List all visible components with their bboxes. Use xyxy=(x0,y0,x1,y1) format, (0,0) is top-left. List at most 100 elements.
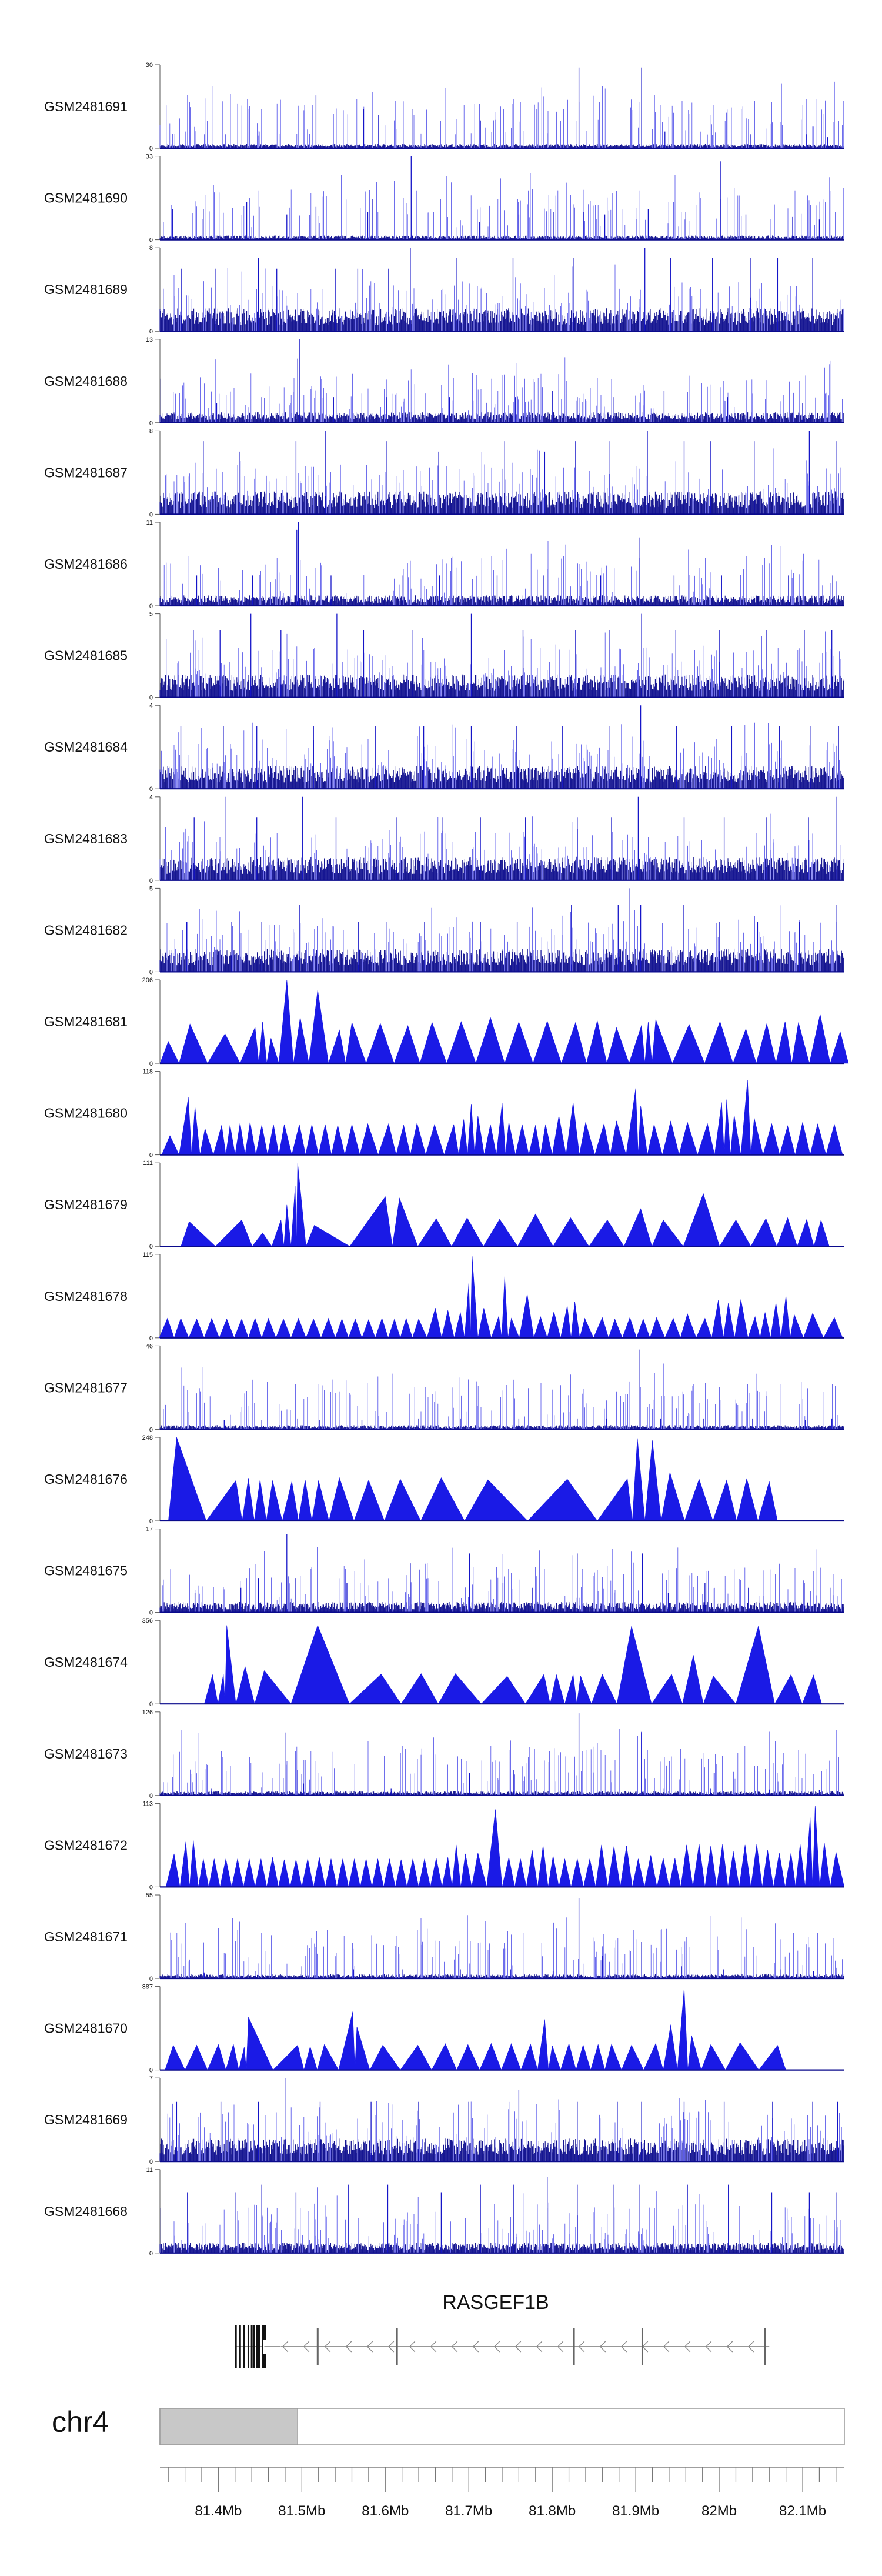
track: GSM2481675 17 0 xyxy=(44,1526,844,1617)
signal-peaks xyxy=(193,613,833,698)
track-label: GSM2481671 xyxy=(44,1929,128,1944)
signal-noise-dense xyxy=(159,949,844,972)
signal-peaks xyxy=(172,156,820,240)
y-min-label: 0 xyxy=(149,1518,153,1525)
y-max-label: 248 xyxy=(142,1434,153,1442)
track: GSM2481673 126 0 xyxy=(44,1709,844,1800)
track: GSM2481689 8 0 xyxy=(44,245,844,335)
track: GSM2481691 30 0 xyxy=(44,62,844,152)
exon xyxy=(250,2325,253,2368)
track-label: GSM2481674 xyxy=(44,1654,128,1670)
strand-arrow xyxy=(409,2341,416,2353)
y-min-label: 0 xyxy=(149,1976,153,1983)
strand-arrow xyxy=(663,2341,670,2353)
exon xyxy=(243,2325,245,2368)
chromosome-ideogram: chr4 xyxy=(52,2405,845,2445)
track-label: GSM2481670 xyxy=(44,2021,128,2036)
signal-tracks: GSM2481691300GSM2481690330GSM248168980GS… xyxy=(44,62,849,2257)
strand-arrow xyxy=(493,2341,500,2353)
strand-arrow xyxy=(430,2341,437,2353)
y-max-label: 17 xyxy=(146,1526,153,1533)
track: GSM2481672 113 0 xyxy=(44,1800,845,1891)
signal-peaks xyxy=(203,431,837,515)
track-label: GSM2481677 xyxy=(44,1380,128,1395)
strand-arrow xyxy=(366,2341,373,2353)
track-label: GSM2481672 xyxy=(44,1837,128,1853)
axis-tick-label: 81.6Mb xyxy=(362,2503,409,2519)
track: GSM2481669 7 0 xyxy=(44,2075,844,2165)
track: GSM2481685 5 0 xyxy=(44,611,844,702)
axis-tick-label: 81.9Mb xyxy=(612,2503,659,2519)
signal-peaks xyxy=(161,1079,843,1155)
y-min-label: 0 xyxy=(149,1701,153,1708)
y-max-label: 30 xyxy=(146,62,153,69)
y-max-label: 387 xyxy=(142,1984,153,1991)
y-max-label: 55 xyxy=(146,1892,153,1899)
signal-noise-light xyxy=(162,1547,842,1613)
signal-noise-light xyxy=(163,264,844,332)
y-min-label: 0 xyxy=(149,237,153,244)
signal-peaks xyxy=(168,1437,778,1521)
track-label: GSM2481669 xyxy=(44,2112,128,2127)
signal-peaks xyxy=(165,1988,786,2070)
signal-peaks xyxy=(259,67,828,148)
signal-peaks xyxy=(196,522,833,606)
track: GSM2481683 4 0 xyxy=(44,794,844,885)
track: GSM2481679 111 0 xyxy=(44,1160,844,1250)
signal-noise-dense xyxy=(159,2138,844,2162)
y-max-label: 11 xyxy=(146,2167,153,2174)
strand-arrow xyxy=(747,2341,754,2353)
signal-noise-light xyxy=(159,81,844,148)
signal-noise-light xyxy=(165,2098,842,2162)
signal-peaks xyxy=(194,1534,831,1613)
signal-noise-light xyxy=(163,1729,843,1796)
track-label: GSM2481687 xyxy=(44,465,128,480)
track-label: GSM2481681 xyxy=(44,1014,128,1029)
y-min-label: 0 xyxy=(149,420,153,427)
exon xyxy=(239,2325,241,2368)
y-min-label: 0 xyxy=(149,2250,153,2257)
y-min-label: 0 xyxy=(149,695,153,702)
exon xyxy=(641,2328,643,2365)
signal-noise-light xyxy=(160,2187,843,2253)
chromosome-label: chr4 xyxy=(52,2405,109,2438)
y-min-label: 0 xyxy=(149,2067,153,2074)
y-max-label: 5 xyxy=(149,611,153,618)
y-max-label: 46 xyxy=(146,1343,153,1350)
y-max-label: 13 xyxy=(146,336,153,343)
strand-arrow xyxy=(345,2341,352,2353)
strand-arrow xyxy=(684,2341,691,2353)
signal-noise-light xyxy=(170,1915,843,1978)
strand-arrow xyxy=(578,2341,585,2353)
track-label: GSM2481678 xyxy=(44,1289,128,1304)
y-min-label: 0 xyxy=(149,1060,153,1067)
signal-noise-light xyxy=(163,1363,838,1430)
gene-track: RASGEF1B xyxy=(235,2291,770,2368)
track-label: GSM2481684 xyxy=(44,739,128,755)
signal-noise-dense xyxy=(159,1601,844,1613)
y-min-label: 0 xyxy=(149,969,153,976)
strand-arrow xyxy=(324,2341,331,2353)
signal-noise-dense xyxy=(159,1425,844,1430)
y-max-label: 33 xyxy=(146,154,153,161)
track-label: GSM2481668 xyxy=(44,2204,128,2219)
track: GSM2481678 115 0 xyxy=(44,1252,844,1342)
signal-peaks xyxy=(211,1713,820,1796)
track: GSM2481677 46 0 xyxy=(44,1343,844,1433)
signal-peaks xyxy=(187,2177,837,2253)
signal-peaks xyxy=(186,888,837,972)
exon xyxy=(253,2325,255,2368)
track: GSM2481690 33 0 xyxy=(44,154,844,244)
y-min-label: 0 xyxy=(149,1335,153,1342)
exon xyxy=(396,2328,398,2365)
strand-arrow xyxy=(514,2341,522,2353)
exon xyxy=(247,2325,249,2368)
axis-tick-label: 81.5Mb xyxy=(278,2503,325,2519)
y-min-label: 0 xyxy=(149,1793,153,1800)
signal-peaks xyxy=(181,1163,830,1247)
strand-arrow xyxy=(726,2341,733,2353)
exon xyxy=(235,2325,237,2368)
signal-noise-dense xyxy=(160,857,844,880)
signal-peaks xyxy=(159,979,849,1064)
y-min-label: 0 xyxy=(149,877,153,885)
